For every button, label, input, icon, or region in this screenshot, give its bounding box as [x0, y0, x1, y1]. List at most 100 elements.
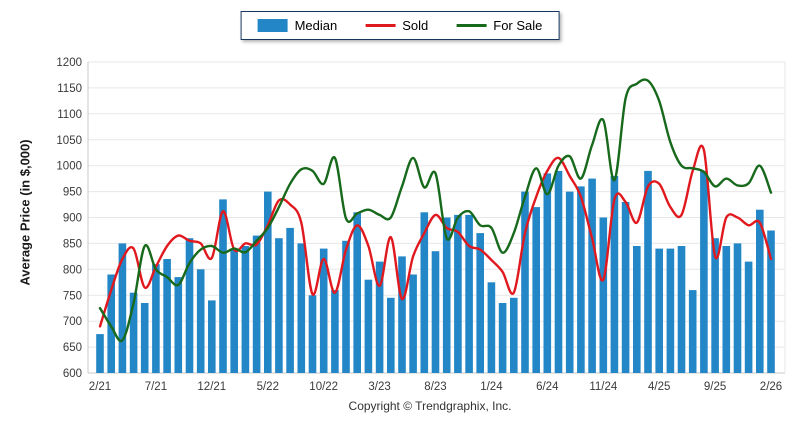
y-tick-label: 1050 — [56, 135, 82, 147]
median-bar — [498, 303, 507, 373]
median-bar — [387, 297, 395, 373]
median-bar — [454, 214, 462, 373]
x-tick-label: 10/22 — [309, 381, 338, 393]
median-bar — [532, 207, 540, 373]
legend-label-for-sale: For Sale — [493, 18, 543, 33]
median-bar — [767, 230, 775, 373]
median-bar — [420, 212, 429, 373]
y-tick-label: 750 — [63, 290, 82, 302]
median-bar — [722, 246, 731, 373]
median-bar — [711, 238, 719, 373]
median-bar — [521, 191, 529, 373]
x-tick-label: 12/21 — [197, 381, 226, 393]
x-tick-label: 7/21 — [145, 381, 167, 393]
median-bar — [744, 261, 753, 373]
median-bar — [375, 261, 384, 373]
copyright-text: Copyright © Trendgraphix, Inc. — [348, 399, 512, 413]
median-bar — [733, 243, 742, 373]
median-bar — [431, 251, 440, 373]
median-bar — [543, 173, 552, 373]
median-bar — [140, 303, 149, 373]
x-tick-label: 4/25 — [648, 381, 670, 393]
median-bar — [610, 176, 619, 373]
median-bar — [700, 170, 708, 374]
legend-label-median: Median — [294, 18, 338, 33]
sold-line-swatch-icon — [365, 24, 396, 27]
median-bar — [152, 264, 160, 374]
median-bar — [409, 274, 417, 373]
median-bar — [565, 191, 574, 373]
median-bar — [129, 292, 138, 373]
median-bar — [666, 248, 675, 373]
median-bar — [465, 214, 473, 373]
median-bar — [655, 248, 663, 373]
median-bar — [185, 238, 194, 373]
median-bar — [96, 334, 104, 373]
y-tick-label: 900 — [63, 213, 82, 225]
median-bar — [286, 227, 294, 373]
legend-label-sold: Sold — [402, 18, 429, 33]
y-tick-label: 850 — [63, 238, 82, 250]
median-bar — [118, 243, 127, 373]
median-bar — [621, 202, 630, 374]
legend: Median Sold For Sale — [240, 11, 560, 40]
median-bar — [241, 246, 250, 373]
median-bar — [297, 243, 306, 373]
median-bar — [688, 290, 697, 373]
median-bar — [353, 212, 361, 373]
for-sale-line — [98, 78, 773, 343]
median-bar — [342, 240, 350, 373]
median-bar — [644, 170, 652, 374]
x-tick-label: 8/23 — [424, 381, 446, 393]
median-bar — [275, 238, 283, 373]
y-tick-label: 800 — [63, 264, 82, 276]
median-bar — [364, 279, 373, 373]
median-bar — [208, 300, 216, 373]
median-bar — [577, 186, 585, 373]
median-bar — [487, 282, 496, 373]
y-tick-label: 600 — [63, 368, 82, 380]
sold-line — [98, 144, 773, 328]
y-axis-title: Average Price (in $,000) — [17, 139, 33, 286]
x-tick-label: 2/21 — [89, 381, 111, 393]
y-tick-label: 1200 — [56, 57, 82, 69]
median-bar — [476, 233, 484, 374]
x-tick-label: 3/23 — [368, 381, 390, 393]
median-bar — [588, 178, 596, 373]
median-bar — [219, 199, 227, 373]
y-tick-label: 650 — [63, 342, 82, 354]
median-bar — [756, 209, 764, 373]
y-tick-label: 1100 — [57, 109, 82, 121]
median-bar — [196, 269, 205, 373]
median-bar — [264, 191, 272, 373]
x-tick-label: 9/25 — [704, 381, 726, 393]
median-bar — [331, 290, 339, 373]
legend-item-for-sale: For Sale — [456, 18, 542, 33]
median-bar — [252, 235, 261, 373]
median-bar — [442, 217, 451, 373]
median-bar — [107, 274, 115, 373]
legend-item-sold: Sold — [365, 18, 428, 33]
median-bar — [510, 297, 518, 373]
median-bar — [554, 170, 563, 374]
median-bar — [633, 246, 641, 373]
median-bar — [308, 295, 317, 374]
median-bar — [677, 246, 686, 373]
x-tick-label: 6/24 — [536, 381, 559, 393]
x-tick-label: 2/26 — [760, 381, 782, 393]
legend-item-median: Median — [257, 18, 338, 33]
median-bar — [230, 248, 238, 373]
median-bar — [599, 217, 608, 373]
y-tick-label: 1150 — [57, 83, 82, 95]
median-bar — [319, 248, 328, 373]
median-bar — [398, 256, 406, 373]
for-sale-line-swatch-icon — [456, 24, 487, 27]
median-bar — [163, 259, 171, 373]
y-tick-label: 1000 — [56, 161, 82, 173]
x-tick-label: 1/24 — [480, 381, 503, 393]
y-tick-label: 700 — [63, 316, 82, 328]
y-tick-label: 950 — [63, 187, 82, 199]
x-tick-label: 5/22 — [257, 381, 279, 393]
